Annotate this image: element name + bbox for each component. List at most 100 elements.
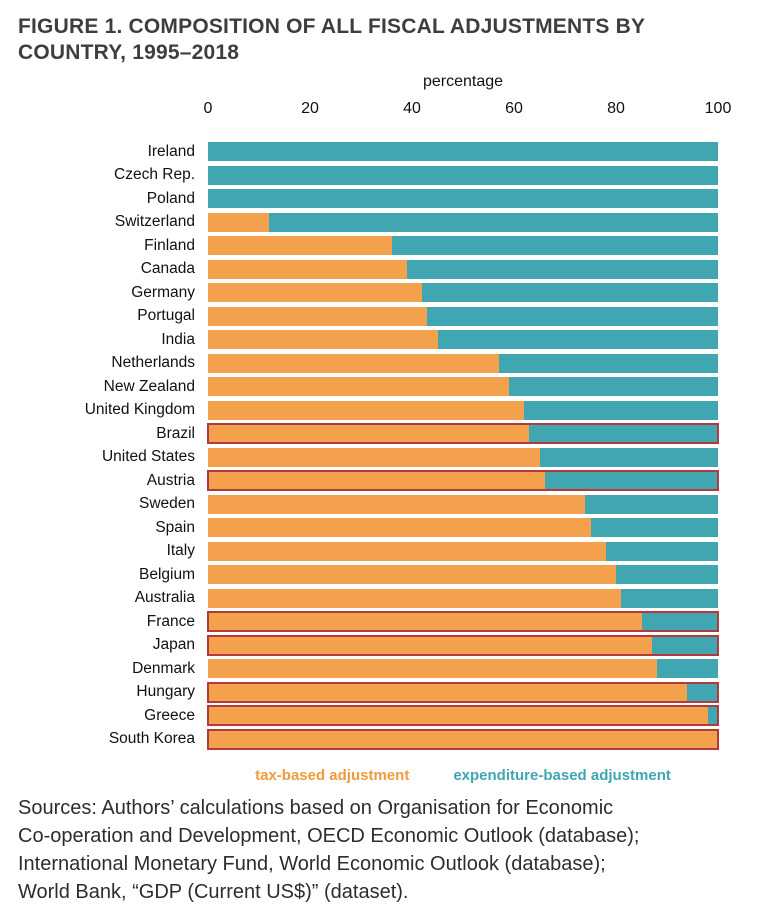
tax-bar-segment [208, 259, 407, 279]
bar-track [208, 494, 718, 514]
expenditure-bar-segment [508, 377, 718, 397]
expenditure-bar-segment [498, 353, 718, 373]
chart-row: United States [18, 445, 718, 469]
tax-bar-segment [208, 682, 688, 702]
tax-bar-segment [208, 494, 586, 514]
tax-bar-segment [208, 588, 622, 608]
expenditure-bar-segment [269, 212, 718, 232]
axis-tick: 80 [607, 99, 625, 117]
chart-row: New Zealand [18, 375, 718, 399]
chart-row: Brazil [18, 422, 719, 446]
country-label: Spain [155, 518, 195, 536]
tax-bar-segment [208, 306, 428, 326]
country-label: United Kingdom [84, 401, 195, 419]
expenditure-bar-segment [641, 612, 718, 632]
expenditure-bar-segment [687, 682, 718, 702]
bar-track [208, 189, 718, 209]
tax-bar-segment [208, 330, 438, 350]
expenditure-bar-segment [208, 189, 718, 209]
tax-bar-segment [208, 400, 525, 420]
axis-tick: 0 [203, 99, 213, 117]
axis-label: percentage [422, 72, 504, 90]
tax-bar-segment [208, 518, 591, 538]
bar-track [207, 634, 719, 656]
bar-track [208, 518, 718, 538]
bar-track [207, 705, 719, 727]
chart-row: Greece [18, 704, 719, 728]
bar-track [207, 470, 719, 492]
expenditure-bar-segment [422, 283, 718, 303]
country-label: Switzerland [114, 213, 195, 231]
bar-track [207, 728, 719, 750]
chart-row: Hungary [18, 680, 719, 704]
expenditure-bar-segment [605, 541, 718, 561]
expenditure-bar-segment [427, 306, 718, 326]
tax-bar-segment [208, 447, 540, 467]
country-label: Italy [166, 542, 195, 560]
chart-row: Czech Rep. [18, 163, 718, 187]
tax-bar-segment [208, 283, 423, 303]
chart-row: Sweden [18, 492, 718, 516]
bar-track [208, 236, 718, 256]
expenditure-bar-segment [585, 494, 718, 514]
expenditure-bar-segment [621, 588, 718, 608]
expenditure-bar-segment [590, 518, 718, 538]
expenditure-bar-segment [391, 236, 718, 256]
chart-row: Switzerland [18, 210, 718, 234]
expenditure-bar-segment [656, 659, 718, 679]
expenditure-bar-segment [544, 471, 718, 491]
bar-track [208, 306, 718, 326]
country-label: France [146, 612, 195, 630]
country-label: United States [101, 448, 195, 466]
bar-track [208, 330, 718, 350]
expenditure-bar-segment [539, 447, 718, 467]
bar-track [208, 283, 718, 303]
expenditure-bar-segment [437, 330, 718, 350]
expenditure-bar-segment [707, 706, 718, 726]
chart-row: South Korea [18, 727, 719, 751]
bar-track [208, 259, 718, 279]
country-label: Japan [152, 636, 195, 654]
country-label: Ireland [147, 142, 195, 160]
bar-track [208, 400, 718, 420]
tax-bar-segment [208, 612, 642, 632]
country-label: Czech Rep. [114, 166, 195, 184]
chart-row: Ireland [18, 140, 718, 164]
tax-bar-segment [208, 377, 509, 397]
tax-bar-segment [208, 565, 616, 585]
chart-row: United Kingdom [18, 398, 718, 422]
sources-text: Sources: Authors’ calculations based on … [18, 796, 640, 903]
tax-bar-segment [208, 424, 530, 444]
chart-row: France [18, 610, 719, 634]
bar-track [208, 565, 718, 585]
bar-track [208, 659, 718, 679]
country-label: Germany [131, 283, 195, 301]
chart-row: Germany [18, 281, 718, 305]
bar-track [208, 588, 718, 608]
country-label: Sweden [138, 495, 195, 513]
axis-tick: 60 [505, 99, 523, 117]
chart-row: India [18, 328, 718, 352]
chart-row: Spain [18, 516, 718, 540]
chart-row: Portugal [18, 304, 718, 328]
bar-track [208, 377, 718, 397]
country-label: Australia [134, 589, 195, 607]
chart-row: Belgium [18, 563, 718, 587]
tax-bar-segment [208, 353, 499, 373]
bar-track [208, 165, 718, 185]
expenditure-bar-segment [651, 635, 718, 655]
chart-row: Australia [18, 586, 718, 610]
expenditure-bar-segment [616, 565, 718, 585]
tax-bar-segment [208, 541, 606, 561]
country-label: New Zealand [103, 377, 195, 395]
axis-header: percentage 0 20 40 60 80 100 [204, 72, 732, 119]
country-label: Portugal [137, 307, 195, 325]
tax-bar-segment [208, 635, 652, 655]
bar-track [208, 353, 718, 373]
expenditure-bar-segment [208, 142, 718, 162]
country-label: Denmark [132, 659, 195, 677]
bar-track [208, 212, 718, 232]
tax-bar-segment [208, 706, 708, 726]
country-label: India [161, 330, 195, 348]
